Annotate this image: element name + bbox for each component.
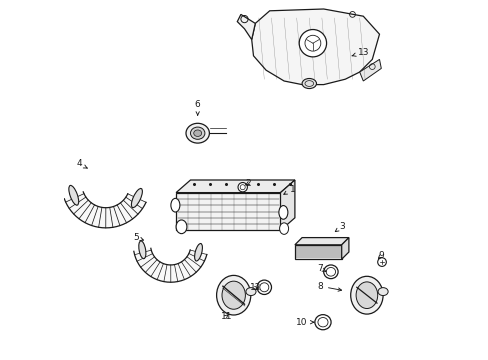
Ellipse shape: [355, 282, 377, 309]
Ellipse shape: [69, 185, 79, 205]
Ellipse shape: [245, 288, 256, 296]
Text: 9: 9: [378, 251, 384, 260]
Ellipse shape: [350, 276, 382, 314]
Ellipse shape: [257, 280, 271, 294]
Ellipse shape: [302, 78, 316, 89]
Text: 11: 11: [220, 311, 232, 320]
Text: 4: 4: [76, 159, 87, 168]
Text: 5: 5: [133, 233, 143, 242]
Polygon shape: [134, 248, 206, 282]
Ellipse shape: [278, 206, 287, 219]
Text: 7: 7: [317, 264, 325, 273]
Text: 12: 12: [249, 284, 261, 292]
Ellipse shape: [176, 220, 186, 234]
Ellipse shape: [185, 123, 209, 143]
Polygon shape: [294, 238, 348, 245]
Polygon shape: [176, 193, 280, 230]
Ellipse shape: [323, 265, 337, 279]
Circle shape: [299, 30, 326, 57]
Text: 3: 3: [335, 222, 344, 231]
Ellipse shape: [139, 241, 145, 259]
Ellipse shape: [131, 189, 142, 208]
Text: 8: 8: [317, 282, 341, 291]
Ellipse shape: [193, 130, 201, 136]
Polygon shape: [237, 14, 255, 40]
Ellipse shape: [216, 275, 250, 315]
Text: 6: 6: [194, 100, 200, 115]
Circle shape: [377, 258, 386, 266]
Ellipse shape: [279, 223, 288, 234]
Text: 1: 1: [283, 184, 295, 194]
Text: 13: 13: [351, 48, 368, 57]
Ellipse shape: [377, 288, 387, 296]
Polygon shape: [280, 180, 294, 230]
Circle shape: [238, 183, 247, 192]
Ellipse shape: [190, 127, 204, 139]
Polygon shape: [359, 59, 381, 81]
Ellipse shape: [222, 281, 245, 309]
Text: 2: 2: [245, 179, 250, 188]
Polygon shape: [176, 180, 294, 193]
Polygon shape: [341, 238, 348, 259]
Text: 10: 10: [296, 318, 313, 327]
Polygon shape: [64, 192, 146, 228]
Ellipse shape: [170, 198, 180, 212]
Ellipse shape: [314, 315, 330, 330]
Polygon shape: [251, 9, 379, 85]
Polygon shape: [294, 245, 341, 259]
Ellipse shape: [194, 243, 202, 261]
